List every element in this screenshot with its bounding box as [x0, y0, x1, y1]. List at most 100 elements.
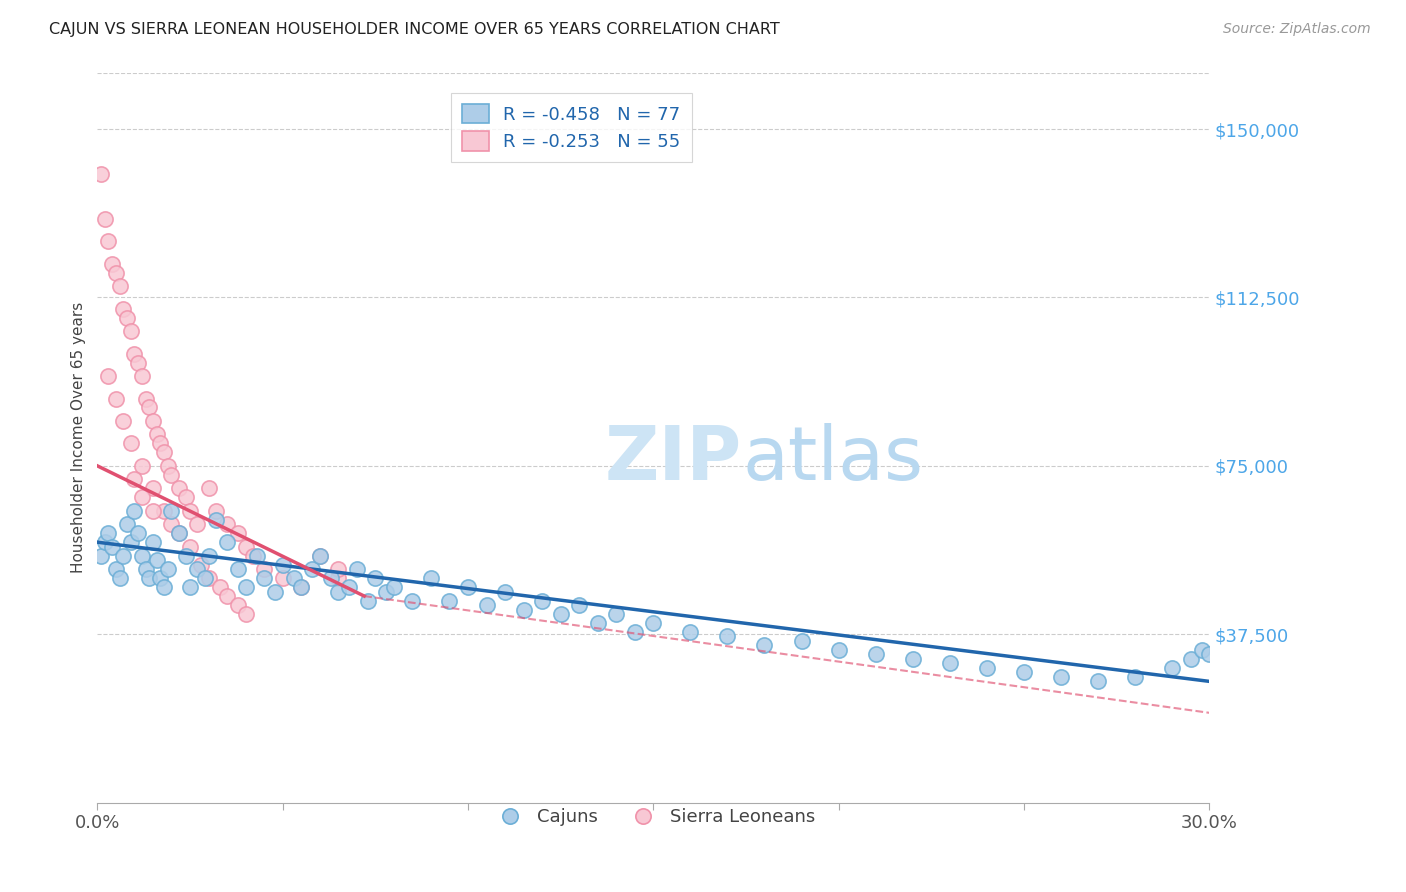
Point: [197, 571, 219, 585]
Text: atlas: atlas: [742, 423, 924, 496]
Point: [1012, 665, 1035, 680]
Point: [97, 526, 120, 541]
Point: [512, 602, 534, 616]
Point: [226, 598, 249, 612]
Point: [271, 571, 294, 585]
Point: [439, 593, 461, 607]
Point: [90, 549, 112, 563]
Legend: Cajuns, Sierra Leoneans: Cajuns, Sierra Leoneans: [484, 801, 823, 834]
Point: [401, 593, 423, 607]
Point: [328, 562, 350, 576]
Point: [827, 643, 849, 657]
Point: [124, 504, 146, 518]
Point: [208, 580, 231, 594]
Point: [142, 414, 165, 428]
Point: [176, 490, 198, 504]
Point: [1191, 643, 1213, 657]
Point: [494, 584, 516, 599]
Point: [328, 584, 350, 599]
Point: [337, 580, 360, 594]
Point: [186, 517, 208, 532]
Point: [290, 580, 312, 594]
Point: [605, 607, 627, 621]
Point: [138, 401, 160, 415]
Point: [160, 517, 183, 532]
Point: [226, 562, 249, 576]
Point: [754, 639, 776, 653]
Point: [153, 445, 176, 459]
Point: [101, 257, 124, 271]
Point: [217, 589, 239, 603]
Point: [253, 562, 276, 576]
Point: [179, 580, 201, 594]
Point: [160, 504, 183, 518]
Point: [235, 540, 257, 554]
Point: [112, 301, 135, 316]
Point: [120, 436, 142, 450]
Point: [97, 235, 120, 249]
Point: [1087, 674, 1109, 689]
Point: [127, 355, 149, 369]
Point: [205, 504, 228, 518]
Point: [419, 571, 441, 585]
Point: [104, 266, 127, 280]
Point: [679, 624, 702, 639]
Point: [194, 571, 217, 585]
Point: [190, 558, 212, 572]
Point: [115, 310, 138, 325]
Point: [115, 517, 138, 532]
Point: [145, 553, 167, 567]
Point: [1123, 670, 1146, 684]
Point: [253, 571, 276, 585]
Point: [246, 549, 269, 563]
Point: [901, 652, 924, 666]
Point: [149, 436, 172, 450]
Point: [457, 580, 479, 594]
Point: [308, 549, 330, 563]
Point: [235, 607, 257, 621]
Point: [264, 584, 287, 599]
Point: [145, 427, 167, 442]
Point: [242, 549, 264, 563]
Point: [790, 634, 813, 648]
Point: [167, 526, 190, 541]
Point: [104, 392, 127, 406]
Point: [131, 490, 153, 504]
Point: [131, 369, 153, 384]
Point: [112, 549, 135, 563]
Point: [197, 549, 219, 563]
Point: [1050, 670, 1073, 684]
Point: [94, 211, 117, 226]
Point: [179, 504, 201, 518]
Point: [328, 571, 350, 585]
Point: [135, 392, 157, 406]
Point: [142, 504, 165, 518]
Point: [104, 562, 127, 576]
Point: [939, 657, 962, 671]
Point: [364, 571, 387, 585]
Point: [568, 598, 591, 612]
Point: [94, 535, 117, 549]
Point: [156, 562, 179, 576]
Point: [346, 562, 368, 576]
Point: [1161, 661, 1184, 675]
Point: [131, 549, 153, 563]
Point: [186, 562, 208, 576]
Point: [382, 580, 405, 594]
Point: [319, 571, 342, 585]
Y-axis label: Householder Income Over 65 years: Householder Income Over 65 years: [72, 302, 86, 574]
Point: [124, 472, 146, 486]
Point: [226, 526, 249, 541]
Point: [167, 481, 190, 495]
Point: [142, 481, 165, 495]
Point: [153, 580, 176, 594]
Point: [301, 562, 323, 576]
Text: CAJUN VS SIERRA LEONEAN HOUSEHOLDER INCOME OVER 65 YEARS CORRELATION CHART: CAJUN VS SIERRA LEONEAN HOUSEHOLDER INCO…: [49, 22, 780, 37]
Point: [112, 414, 135, 428]
Point: [357, 593, 380, 607]
Point: [290, 580, 312, 594]
Point: [217, 535, 239, 549]
Point: [865, 648, 887, 662]
Point: [308, 549, 330, 563]
Point: [375, 584, 398, 599]
